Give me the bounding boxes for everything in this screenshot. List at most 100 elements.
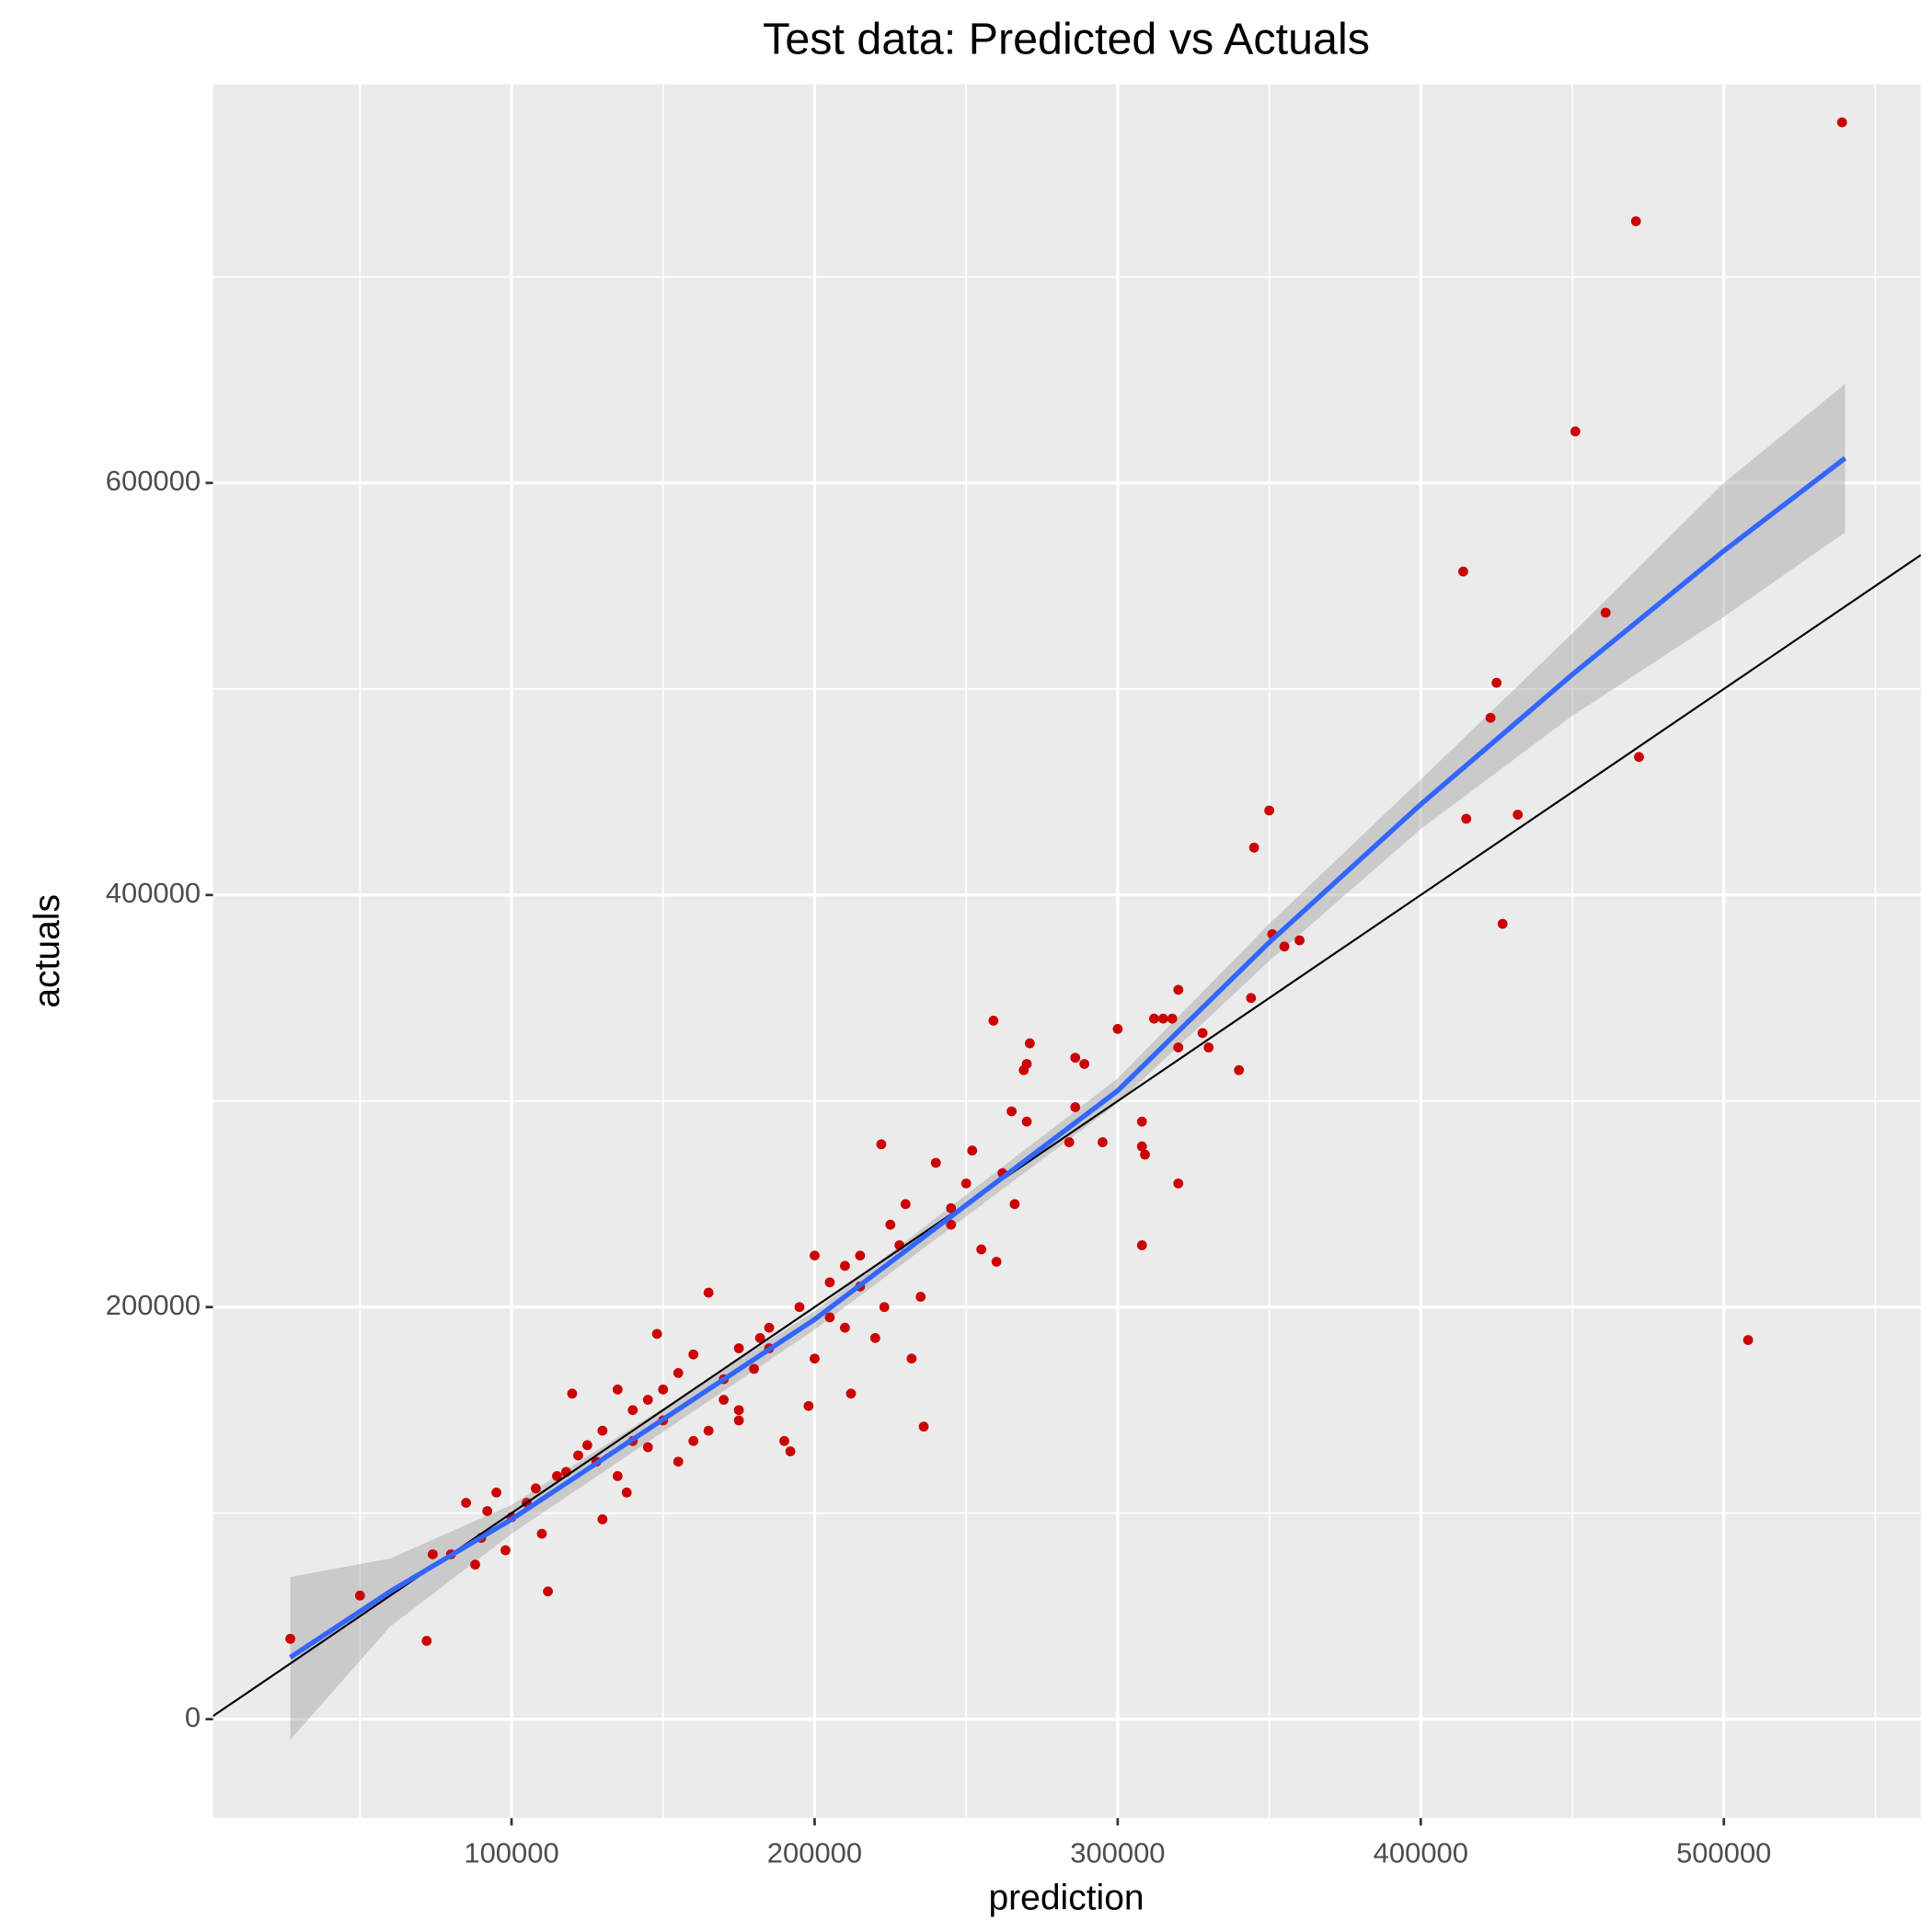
- point: [552, 1470, 562, 1481]
- smooth-line: [289, 455, 1847, 1660]
- point: [855, 1250, 866, 1261]
- point: [1836, 117, 1847, 128]
- y-axis-title: actuals: [28, 894, 67, 1008]
- point: [688, 1349, 699, 1360]
- x-tick-label: 100000: [464, 1837, 558, 1869]
- point: [612, 1470, 623, 1481]
- point: [960, 1178, 972, 1189]
- point: [794, 1302, 805, 1313]
- x-tick-label: 500000: [1676, 1837, 1771, 1869]
- point: [906, 1353, 917, 1364]
- point: [810, 1353, 820, 1364]
- point: [627, 1405, 638, 1416]
- point: [1136, 1240, 1147, 1250]
- x-axis-title: prediction: [988, 1878, 1144, 1917]
- point: [1006, 1106, 1017, 1117]
- point: [946, 1202, 957, 1213]
- point: [988, 1016, 999, 1026]
- point: [785, 1446, 796, 1456]
- point: [885, 1219, 896, 1230]
- point: [1634, 752, 1644, 763]
- point: [1485, 712, 1496, 723]
- point: [1173, 984, 1184, 995]
- point: [1079, 1059, 1090, 1069]
- y-tick-label: 400000: [106, 877, 201, 909]
- x-tick-label: 300000: [1070, 1837, 1165, 1869]
- point: [840, 1260, 850, 1271]
- point: [1064, 1137, 1075, 1147]
- y-tick-label: 0: [185, 1701, 201, 1733]
- point: [876, 1139, 887, 1150]
- point: [1264, 805, 1274, 816]
- point: [1136, 1141, 1147, 1152]
- point: [597, 1425, 608, 1436]
- point: [573, 1450, 583, 1461]
- point: [1491, 677, 1502, 688]
- point: [1098, 1137, 1108, 1147]
- point: [764, 1322, 775, 1333]
- point: [688, 1435, 699, 1446]
- point: [612, 1384, 623, 1395]
- point: [567, 1388, 578, 1399]
- point: [1024, 1038, 1035, 1049]
- point: [1458, 566, 1468, 577]
- point: [1173, 1178, 1184, 1189]
- reference-line: [213, 554, 1921, 1718]
- point: [1246, 993, 1257, 1004]
- point: [967, 1145, 978, 1156]
- point: [719, 1395, 730, 1405]
- point: [482, 1506, 493, 1516]
- point: [621, 1487, 632, 1498]
- point: [1009, 1199, 1020, 1210]
- point: [1140, 1149, 1150, 1160]
- point: [421, 1636, 432, 1646]
- point: [824, 1277, 835, 1288]
- y-tick-label: 200000: [106, 1289, 201, 1321]
- x-tick-label: 200000: [767, 1837, 862, 1869]
- point: [1497, 918, 1508, 929]
- point: [991, 1257, 1002, 1267]
- point: [918, 1421, 929, 1432]
- point: [1197, 1028, 1208, 1039]
- point: [900, 1199, 911, 1210]
- point: [779, 1435, 789, 1446]
- point: [543, 1586, 553, 1597]
- point: [703, 1425, 714, 1436]
- point: [915, 1292, 926, 1302]
- point: [869, 1332, 880, 1343]
- point: [673, 1456, 684, 1467]
- point: [1149, 1013, 1159, 1024]
- point: [1018, 1064, 1029, 1075]
- point: [1630, 216, 1641, 226]
- point: [673, 1368, 684, 1378]
- chart-title: Test data: Predicted vs Actuals: [763, 15, 1370, 64]
- point: [500, 1545, 511, 1556]
- point: [976, 1244, 987, 1255]
- point: [845, 1388, 857, 1399]
- point: [658, 1384, 669, 1395]
- point: [1173, 1042, 1184, 1052]
- point: [491, 1487, 501, 1498]
- point: [824, 1312, 835, 1323]
- point: [1279, 941, 1290, 952]
- point: [1167, 1013, 1178, 1024]
- point: [879, 1302, 890, 1313]
- point: [1570, 426, 1581, 437]
- point: [1461, 813, 1472, 824]
- point: [1742, 1335, 1754, 1345]
- point: [1600, 607, 1611, 618]
- point: [536, 1528, 547, 1539]
- point: [1021, 1116, 1032, 1127]
- point: [1203, 1042, 1214, 1052]
- point: [754, 1332, 765, 1343]
- point: [803, 1400, 814, 1411]
- point: [1070, 1102, 1081, 1112]
- grid: [213, 84, 1921, 1819]
- point: [1512, 810, 1524, 820]
- confidence-band: [290, 384, 1846, 1741]
- point: [597, 1514, 608, 1524]
- point: [733, 1343, 744, 1353]
- point: [530, 1483, 541, 1494]
- point: [470, 1559, 480, 1570]
